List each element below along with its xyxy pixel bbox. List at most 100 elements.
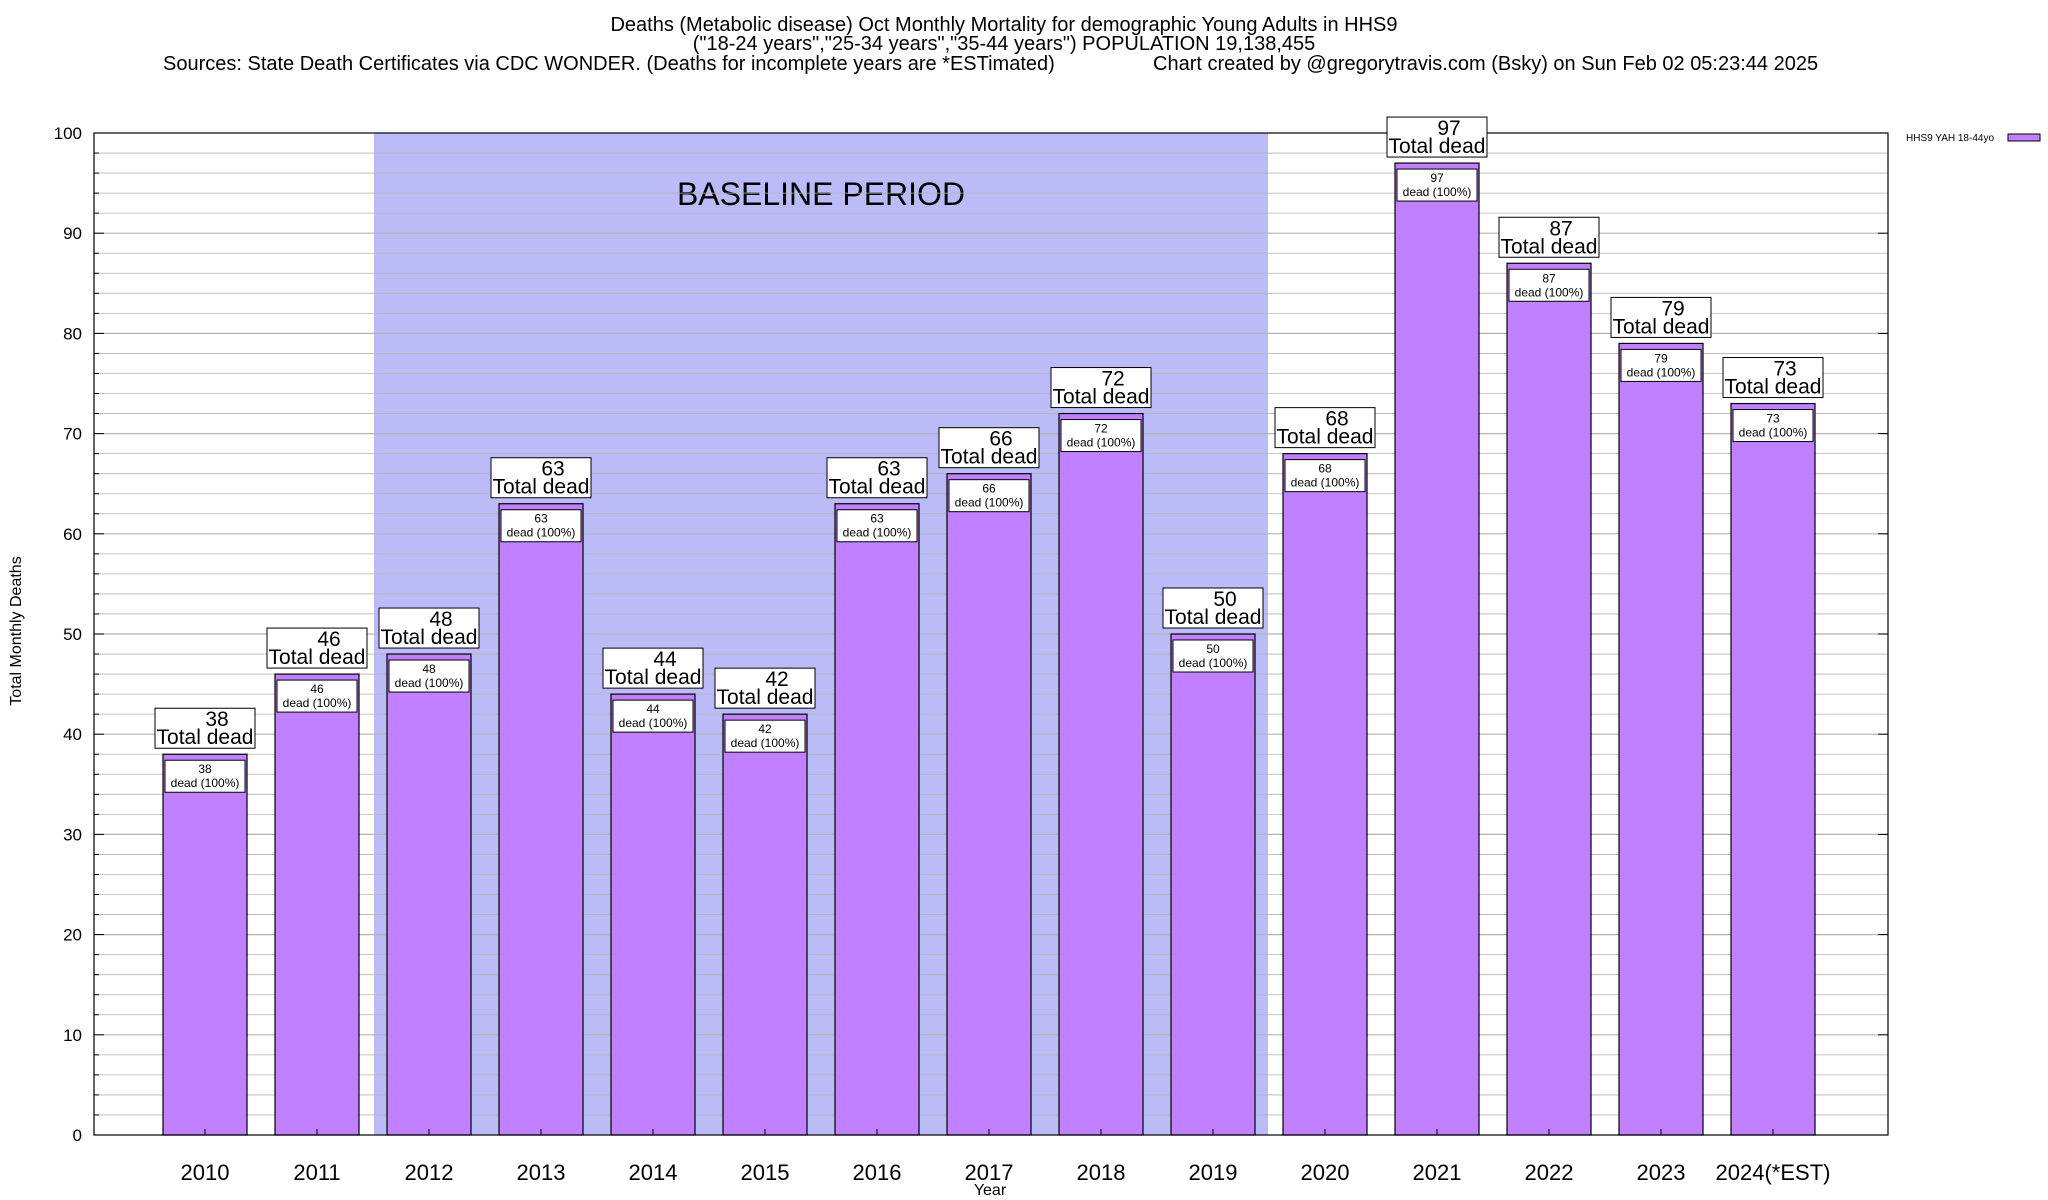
x-tick-label: 2022 [1525, 1160, 1574, 1185]
legend-swatch [2007, 133, 2041, 142]
total-dead-label: Total dead [1165, 606, 1262, 629]
inner-percent-label: dead (100%) [1291, 476, 1360, 490]
bar [1730, 402, 1816, 1136]
inner-percent-label: dead (100%) [507, 526, 576, 540]
y-tick-label: 40 [63, 725, 82, 744]
source-note: Sources: State Death Certificates via CD… [163, 53, 1055, 75]
bar [1394, 162, 1480, 1136]
total-value-label: 68 [1325, 408, 1348, 431]
inner-value-label: 97 [1430, 171, 1444, 185]
total-dead-label: Total dead [493, 476, 590, 499]
inner-percent-label: dead (100%) [619, 716, 688, 730]
x-tick-label: 2013 [517, 1160, 566, 1185]
y-tick-label: 90 [63, 224, 82, 243]
bar [1618, 342, 1704, 1136]
total-value-label: 38 [205, 708, 228, 731]
bar [162, 753, 248, 1136]
total-label-box [1498, 216, 1600, 258]
inner-label-box [1172, 639, 1254, 673]
inner-value-label: 63 [534, 512, 548, 526]
total-label-box [938, 427, 1040, 469]
total-label-box [378, 607, 480, 649]
total-dead-label: Total dead [1053, 386, 1150, 409]
bar [834, 503, 920, 1136]
y-axis-label: Total Monthly Deaths [8, 556, 25, 705]
inner-label-box [164, 759, 246, 793]
total-value-label: 63 [541, 458, 564, 481]
total-value-label: 42 [765, 668, 788, 691]
total-dead-label: Total dead [605, 666, 702, 689]
inner-label-box [1396, 168, 1478, 202]
inner-value-label: 66 [982, 482, 996, 496]
total-dead-label: Total dead [1613, 315, 1710, 338]
y-tick-label: 30 [63, 825, 82, 844]
credit-note: Chart created by @gregorytravis.com (Bsk… [1153, 53, 1818, 75]
total-label-box [490, 457, 592, 499]
y-tick-label: 10 [63, 1026, 82, 1045]
total-value-label: 97 [1437, 117, 1460, 140]
inner-value-label: 46 [310, 682, 324, 696]
total-label-box [826, 457, 928, 499]
x-tick-label: 2021 [1413, 1160, 1462, 1185]
inner-percent-label: dead (100%) [1179, 656, 1248, 670]
x-tick-label: 2014 [629, 1160, 678, 1185]
bar [1506, 262, 1592, 1136]
total-label-box [602, 647, 704, 689]
total-dead-label: Total dead [1277, 426, 1374, 449]
inner-percent-label: dead (100%) [1515, 285, 1584, 299]
inner-value-label: 79 [1654, 351, 1668, 365]
bar [1170, 633, 1256, 1136]
total-label-box [154, 707, 256, 749]
inner-label-box [500, 509, 582, 543]
inner-percent-label: dead (100%) [1067, 436, 1136, 450]
inner-percent-label: dead (100%) [1739, 426, 1808, 440]
x-tick-label: 2012 [405, 1160, 454, 1185]
total-dead-label: Total dead [269, 646, 366, 669]
total-label-box [1610, 296, 1712, 338]
total-value-label: 63 [877, 458, 900, 481]
y-tick-label: 70 [63, 425, 82, 444]
inner-label-box [1620, 348, 1702, 382]
inner-percent-label: dead (100%) [955, 496, 1024, 510]
total-dead-label: Total dead [381, 626, 478, 649]
total-value-label: 66 [989, 428, 1012, 451]
inner-label-box [1060, 419, 1142, 453]
inner-percent-label: dead (100%) [843, 526, 912, 540]
total-label-box [266, 627, 368, 669]
inner-label-box [1508, 268, 1590, 302]
total-value-label: 87 [1549, 217, 1572, 240]
x-tick-label: 2019 [1189, 1160, 1238, 1185]
bar [1058, 412, 1144, 1136]
total-dead-label: Total dead [1501, 235, 1598, 258]
inner-label-box [612, 699, 694, 733]
inner-label-box [948, 479, 1030, 513]
total-label-box [1274, 407, 1376, 449]
inner-value-label: 87 [1542, 271, 1556, 285]
bar [274, 673, 360, 1136]
x-tick-label: 2017 [965, 1160, 1014, 1185]
inner-percent-label: dead (100%) [171, 776, 240, 790]
inner-label-box [276, 679, 358, 713]
legend-label: HHS9 YAH 18-44yo [1906, 133, 1994, 144]
inner-value-label: 63 [870, 512, 884, 526]
x-tick-label: 2020 [1301, 1160, 1350, 1185]
total-value-label: 46 [317, 628, 340, 651]
total-dead-label: Total dead [157, 726, 254, 749]
total-label-box [714, 667, 816, 709]
x-tick-label: 2010 [181, 1160, 230, 1185]
inner-label-box [1284, 459, 1366, 493]
bar [946, 473, 1032, 1136]
bar [610, 693, 696, 1136]
x-tick-label: 2015 [741, 1160, 790, 1185]
total-dead-label: Total dead [1725, 376, 1822, 399]
x-tick-label: 2024(*EST) [1716, 1160, 1831, 1185]
inner-label-box [1732, 409, 1814, 443]
total-label-box [1386, 116, 1488, 158]
total-value-label: 48 [429, 608, 452, 631]
inner-value-label: 72 [1094, 422, 1108, 436]
total-value-label: 79 [1661, 297, 1684, 320]
baseline-period-label: BASELINE PERIOD [677, 176, 965, 212]
bar [498, 503, 584, 1136]
y-tick-label: 60 [63, 525, 82, 544]
x-axis-label: Year [974, 1182, 1007, 1199]
